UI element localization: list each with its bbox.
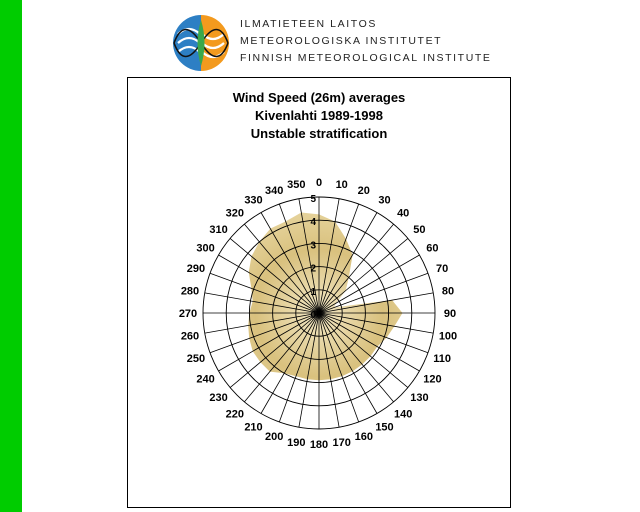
chart-subtitle-stratification: Unstable stratification — [250, 126, 388, 141]
spoke-320 — [244, 223, 320, 314]
radial-tick-label: 2 — [310, 264, 316, 275]
direction-label: 320 — [226, 208, 244, 220]
spoke-50 — [318, 238, 409, 314]
spoke-240 — [218, 312, 320, 372]
chart-subtitle-location: Kivenlahti 1989-1998 — [255, 108, 383, 123]
direction-label: 290 — [187, 263, 205, 275]
direction-label: 80 — [442, 285, 454, 297]
direction-label: 150 — [375, 421, 393, 433]
spoke-210 — [260, 312, 320, 414]
direction-label: 60 — [426, 243, 438, 255]
direction-label: 0 — [316, 177, 322, 189]
radial-tick-label: 3 — [310, 240, 316, 251]
spoke-110 — [318, 312, 429, 354]
spoke-290 — [209, 272, 320, 314]
spoke-340 — [278, 203, 320, 314]
direction-label: 160 — [355, 431, 373, 443]
spoke-350 — [298, 198, 320, 314]
spoke-280 — [204, 292, 320, 314]
direction-label: 260 — [181, 331, 199, 343]
spoke-130 — [318, 312, 409, 388]
spoke-80 — [318, 292, 434, 314]
spoke-10 — [318, 198, 340, 314]
spoke-20 — [318, 203, 360, 314]
fmi-logo: ILMATIETEEN LAITOS METEOROLOGISKA INSTIT… — [158, 10, 490, 76]
direction-label: 130 — [410, 392, 428, 404]
spoke-250 — [209, 312, 320, 354]
logo-text-english: FINNISH METEOROLOGICAL INSTITUTE — [240, 52, 492, 64]
radial-tick-label: 4 — [310, 217, 316, 228]
logo-text-swedish: METEOROLOGISKA INSTITUTET — [240, 35, 443, 47]
spoke-260 — [204, 312, 320, 334]
spoke-230 — [229, 312, 320, 388]
direction-label: 330 — [244, 195, 262, 207]
chart-panel: Wind Speed (26m) averages Kivenlahti 198… — [127, 77, 511, 508]
spoke-330 — [260, 212, 320, 314]
chart-title: Wind Speed (26m) averages — [232, 90, 406, 105]
direction-label: 140 — [394, 408, 412, 420]
direction-label: 250 — [187, 353, 205, 365]
spoke-170 — [318, 312, 340, 428]
spoke-140 — [318, 312, 394, 403]
spoke-300 — [218, 254, 320, 314]
direction-label: 100 — [439, 331, 457, 343]
direction-label: 10 — [336, 179, 348, 191]
spoke-160 — [318, 312, 360, 423]
direction-label: 340 — [265, 185, 283, 197]
direction-label: 170 — [333, 437, 351, 449]
direction-label: 350 — [287, 179, 305, 191]
direction-label: 70 — [436, 263, 448, 275]
spoke-150 — [318, 312, 378, 414]
direction-label: 280 — [181, 285, 199, 297]
direction-label: 220 — [226, 408, 244, 420]
spoke-200 — [278, 312, 320, 423]
spoke-190 — [298, 312, 320, 428]
direction-label: 180 — [310, 439, 328, 451]
direction-label: 310 — [209, 224, 227, 236]
fmi-emblem-icon — [173, 15, 229, 71]
direction-label: 20 — [358, 185, 370, 197]
direction-label: 90 — [444, 308, 456, 320]
radial-tick-label: 0 — [310, 310, 316, 321]
direction-label: 300 — [196, 243, 214, 255]
direction-label: 230 — [209, 392, 227, 404]
spoke-30 — [318, 212, 378, 314]
spoke-100 — [318, 312, 434, 334]
direction-label: 30 — [378, 195, 390, 207]
direction-label: 270 — [179, 308, 197, 320]
direction-label: 240 — [196, 374, 214, 386]
direction-label: 200 — [265, 431, 283, 443]
spoke-310 — [229, 238, 320, 314]
radial-tick-label: 1 — [310, 287, 316, 298]
spoke-70 — [318, 272, 429, 314]
direction-label: 50 — [413, 224, 425, 236]
radial-tick-label: 5 — [310, 194, 316, 205]
direction-label: 190 — [287, 437, 305, 449]
green-side-bar — [0, 0, 22, 512]
direction-label: 110 — [433, 353, 451, 365]
spoke-120 — [318, 312, 420, 372]
direction-label: 40 — [397, 208, 409, 220]
spoke-60 — [318, 254, 420, 314]
logo-text-finnish: ILMATIETEEN LAITOS — [240, 18, 377, 30]
direction-label: 210 — [244, 421, 262, 433]
spoke-220 — [244, 312, 320, 403]
spoke-40 — [318, 223, 394, 314]
direction-label: 120 — [423, 374, 441, 386]
